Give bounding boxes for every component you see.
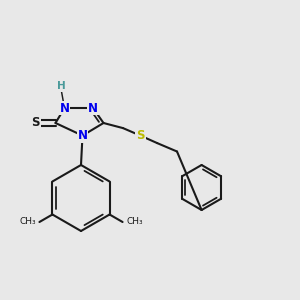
Text: S: S [136, 129, 145, 142]
Text: H: H [57, 81, 66, 91]
Text: CH₃: CH₃ [126, 218, 143, 226]
Text: N: N [59, 101, 70, 115]
Text: CH₃: CH₃ [19, 218, 36, 226]
Text: N: N [77, 129, 88, 142]
Text: S: S [31, 116, 40, 130]
Text: N: N [88, 101, 98, 115]
